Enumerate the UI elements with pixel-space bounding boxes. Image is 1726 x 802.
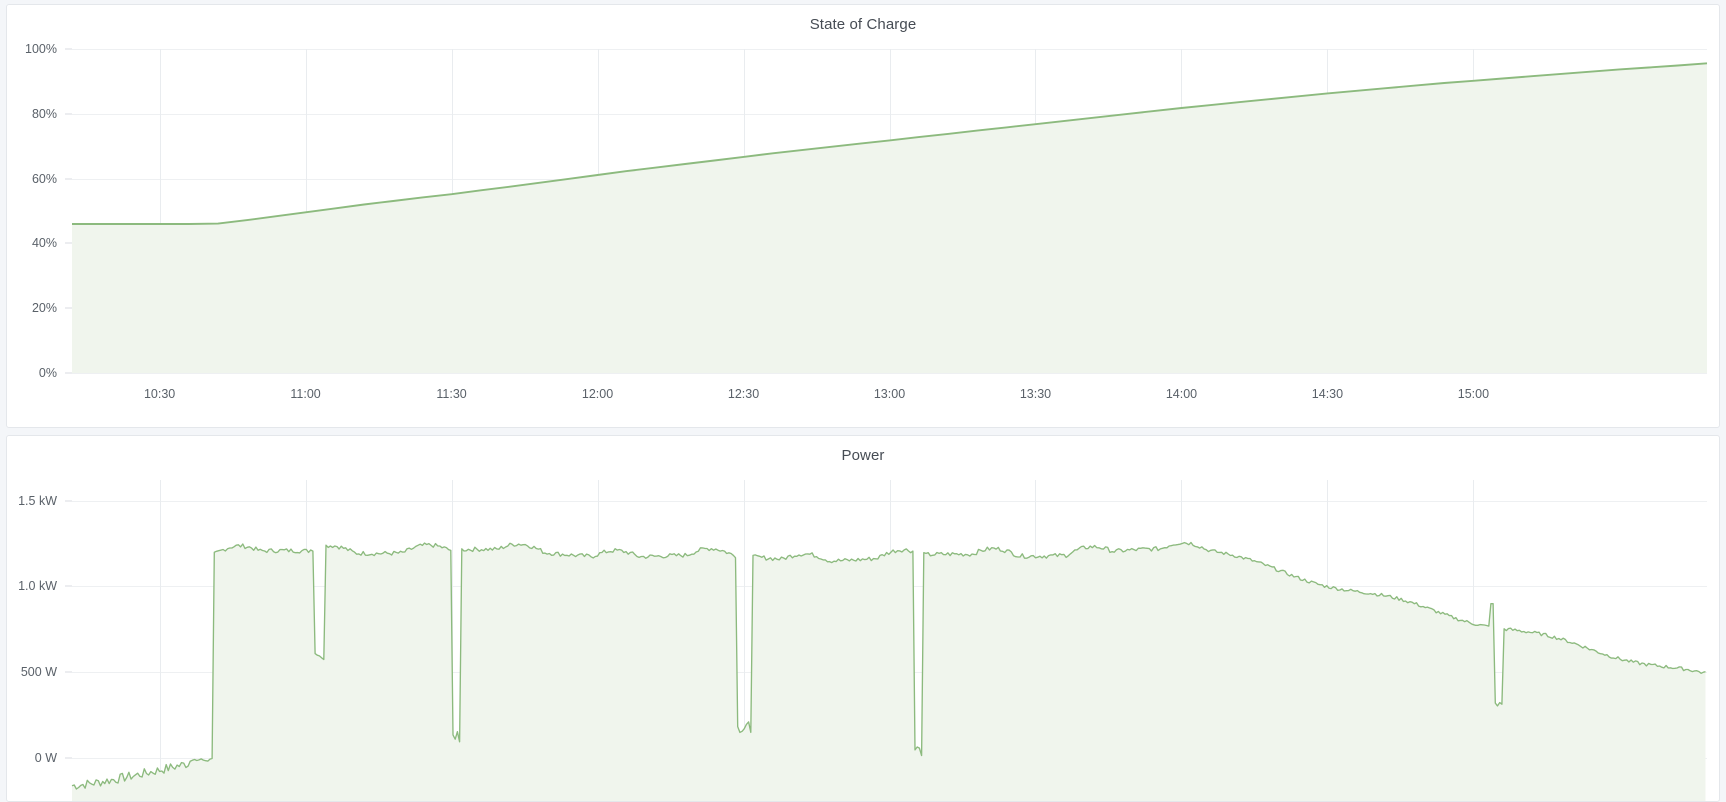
- soc-plot-area[interactable]: 0% 20% 40% 60% 80% 100% 10:30 11:00 11:30 12:00 1…: [7, 35, 1719, 427]
- soc-y-tick-mark: [65, 372, 72, 374]
- soc-x-tick-label: 15:00: [1457, 387, 1490, 401]
- soc-x-tick-label: 12:30: [727, 387, 760, 401]
- power-y-tick-mark: [65, 585, 72, 587]
- soc-y-tick-mark: [65, 178, 72, 180]
- soc-x-tick-label: 11:30: [436, 387, 467, 401]
- power-y-tick-mark: [65, 500, 72, 502]
- soc-gridline-vertical: [305, 49, 307, 373]
- panel-power[interactable]: Power 0 W 500 W 1.0 kW 1.5 kW: [6, 435, 1720, 802]
- soc-x-tick-label: 13:30: [1019, 387, 1052, 401]
- soc-y-tick-mark: [65, 113, 72, 115]
- soc-x-tick-label: 14:30: [1311, 387, 1344, 401]
- soc-x-tick-label: 13:00: [873, 387, 906, 401]
- soc-x-tick-label: 12:00: [581, 387, 614, 401]
- soc-x-tick-label: 14:00: [1165, 387, 1198, 401]
- power-y-tick-mark: [65, 671, 72, 673]
- power-y-tick-mark: [65, 757, 72, 759]
- soc-y-tick-mark: [65, 307, 72, 309]
- panel-title-state-of-charge: State of Charge: [809, 16, 917, 33]
- soc-series-area: [72, 62, 1708, 374]
- soc-gridline-horizontal: [72, 373, 1707, 374]
- power-gridline-vertical: [743, 480, 745, 801]
- soc-y-tick-mark: [65, 242, 72, 244]
- power-gridline-vertical: [159, 480, 161, 801]
- soc-gridline-vertical: [159, 49, 161, 373]
- power-plot-area[interactable]: 0 W 500 W 1.0 kW 1.5 kW: [7, 466, 1719, 801]
- soc-x-tick-label: 11:00: [290, 387, 321, 401]
- power-series-area: [71, 541, 1706, 801]
- soc-x-tick-label: 10:30: [143, 387, 176, 401]
- panel-title-power: Power: [841, 447, 885, 464]
- panel-state-of-charge[interactable]: State of Charge 0% 20% 40% 60% 80% 100% 10:30…: [6, 4, 1720, 428]
- soc-y-tick-mark: [65, 48, 72, 50]
